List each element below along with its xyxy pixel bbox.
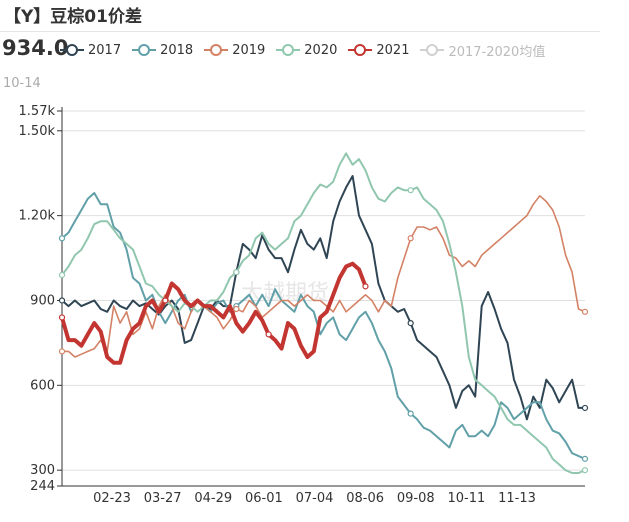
legend-item-2020[interactable]: 2020	[276, 43, 337, 58]
x-tick-label: 04-29	[194, 491, 232, 506]
data-point	[407, 235, 414, 242]
y-tick-label: 244	[30, 479, 55, 494]
data-point	[58, 297, 66, 304]
x-tick-label: 02-23	[93, 491, 131, 506]
legend-marker-icon	[348, 44, 373, 56]
x-tick-label: 10-11	[447, 491, 485, 506]
y-tick-label: 300	[30, 463, 55, 478]
data-point	[58, 235, 66, 242]
x-tick-label: 11-13	[498, 491, 536, 506]
series-line-2021	[60, 261, 368, 365]
series-line-2020	[61, 152, 586, 474]
y-tick-label: 1.20k	[19, 209, 56, 224]
watermark: 大越期货	[241, 281, 329, 306]
legend-label: 2019	[232, 42, 266, 58]
legend-label: 2020	[304, 42, 338, 58]
legend-item-2017-2020均值[interactable]: 2017-2020均值	[420, 41, 545, 60]
current-value: 934.0	[2, 36, 69, 60]
legend-marker-icon	[132, 44, 157, 56]
series-line-2019	[62, 195, 586, 358]
axes	[61, 107, 585, 487]
y-tick-label: 900	[30, 293, 55, 308]
legend: 2017 2018 2019 2020 2021 2017-2020均值	[60, 40, 556, 60]
data-point	[58, 314, 66, 321]
legend-item-2017[interactable]: 2017	[60, 43, 121, 58]
current-date: 10-14	[3, 76, 41, 91]
data-point	[265, 331, 272, 338]
legend-marker-icon	[60, 44, 84, 56]
x-axis-labels: 02-23 03-27 04-29 06-01 07-04 08-06 09-08 10-11…	[93, 491, 536, 506]
data-point	[581, 404, 589, 412]
data-point	[58, 348, 66, 355]
legend-marker-icon	[204, 44, 229, 56]
y-tick-label: 1.57k	[19, 104, 56, 119]
legend-item-2018[interactable]: 2018	[132, 43, 193, 58]
legend-label: 2021	[376, 42, 410, 58]
data-point	[407, 410, 414, 417]
data-point	[581, 455, 589, 462]
data-point	[581, 467, 589, 474]
x-tick-label: 06-01	[245, 491, 283, 506]
data-point	[162, 297, 169, 304]
data-point	[58, 271, 66, 279]
grid-lines	[57, 110, 585, 487]
y-tick-label: 600	[30, 378, 55, 393]
legend-marker-icon	[276, 44, 301, 56]
legend-label: 2017	[88, 42, 122, 58]
chart-title: 【Y】豆棕01价差	[4, 7, 142, 27]
y-tick-label: 1.50k	[19, 124, 56, 139]
data-point	[233, 269, 240, 276]
legend-item-2021[interactable]: 2021	[348, 43, 409, 58]
series-line-2018	[61, 192, 586, 460]
data-point	[407, 320, 414, 327]
x-tick-label: 03-27	[144, 491, 182, 506]
legend-marker-icon	[420, 44, 445, 56]
data-point	[581, 308, 589, 315]
legend-label: 2018	[160, 42, 194, 58]
x-tick-label: 07-04	[296, 491, 334, 506]
data-point	[233, 305, 240, 313]
title-divider	[0, 31, 600, 32]
data-point	[407, 187, 414, 194]
x-tick-label: 09-08	[397, 491, 435, 506]
series-group	[58, 152, 589, 474]
legend-item-2019[interactable]: 2019	[204, 43, 265, 58]
x-tick-label: 08-06	[346, 491, 384, 506]
legend-label: 2017-2020均值	[448, 44, 546, 60]
series-line-2017	[61, 175, 585, 421]
data-point	[362, 283, 369, 290]
